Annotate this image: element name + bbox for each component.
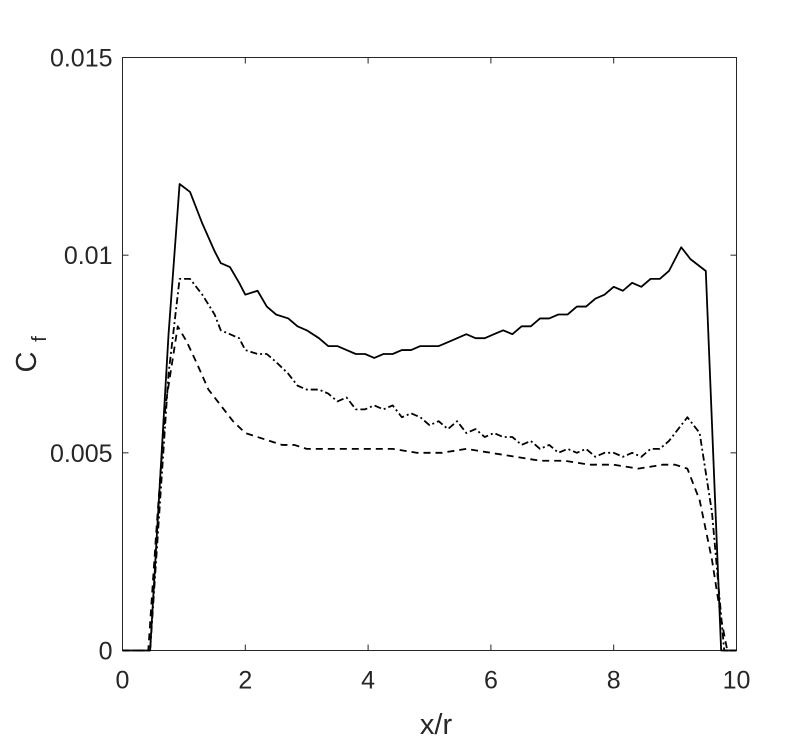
series-line-dashdot — [122, 277, 737, 652]
x-tick-label: 0 — [116, 667, 130, 695]
x-axis-label: x/r — [420, 709, 453, 741]
x-tick-label: 2 — [238, 667, 252, 695]
y-axis-label-main: C — [11, 352, 43, 373]
y-tick-label: 0.01 — [64, 242, 113, 270]
x-tick-label: 10 — [723, 667, 751, 695]
y-tick-label: 0 — [99, 638, 113, 666]
y-axis-label: C f — [11, 336, 51, 373]
series-line-dashed — [122, 325, 737, 652]
plot-frame — [122, 57, 737, 651]
ticks — [122, 57, 737, 651]
x-tick-label: 8 — [607, 667, 621, 695]
y-axis-label-sub: f — [29, 336, 51, 342]
y-tick-label: 0.005 — [50, 440, 113, 468]
x-tick-label: 4 — [361, 667, 375, 695]
y-tick-label: 0.015 — [50, 45, 113, 73]
series-group — [122, 183, 737, 652]
tick-labels: 0 2 4 6 8 10 0 0.005 0.01 0.015 — [50, 45, 750, 695]
series-line-solid — [122, 183, 737, 652]
x-tick-label: 6 — [484, 667, 498, 695]
